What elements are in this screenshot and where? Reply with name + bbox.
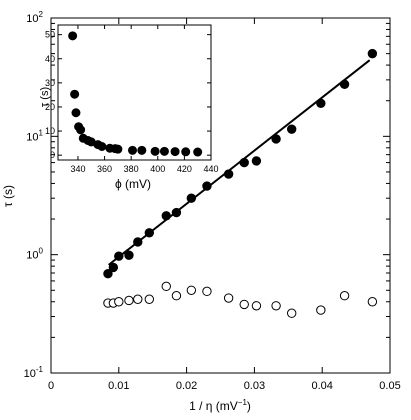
- inset-data-point: [150, 146, 160, 156]
- main-filled-data-point: [171, 207, 182, 218]
- main-plot-frame: [50, 17, 391, 374]
- main-x-axis-label-close: ): [247, 399, 251, 413]
- main-filled-data-point: [339, 79, 350, 90]
- main-x-tick-label: 0.05: [379, 380, 400, 392]
- main-filled-data-point: [223, 169, 234, 179]
- inset-x-tick-label: 440: [203, 164, 218, 174]
- main-open-data-point: [171, 291, 182, 301]
- main-x-axis-label-sup: −1: [238, 398, 248, 407]
- main-open-data-point: [367, 297, 378, 307]
- main-filled-data-point: [186, 193, 197, 203]
- main-filled-data-point: [133, 237, 143, 247]
- inset-data-point: [159, 146, 169, 156]
- main-filled-data-point: [114, 251, 124, 261]
- main-y-tick-label: 102: [26, 10, 43, 25]
- inset-y-axis-label: τ (s): [39, 87, 51, 107]
- main-filled-data-point: [108, 262, 119, 273]
- inset-data-point: [71, 108, 81, 118]
- main-open-data-point: [316, 305, 326, 315]
- main-filled-data-point: [271, 134, 281, 144]
- main-open-data-point: [271, 301, 281, 311]
- inset-data-point: [181, 147, 191, 157]
- main-y-tick-label-base: 10: [26, 131, 38, 143]
- inset-y-ticks: 0 10 20 30 40 50: [45, 30, 211, 160]
- main-y-tick-label: 10-1: [24, 365, 44, 380]
- main-y-tick-label-exp: -1: [36, 365, 44, 374]
- inset-y-tick-label: 10: [45, 126, 55, 136]
- inset-data-point: [113, 144, 123, 154]
- inset-data-point: [76, 125, 86, 135]
- main-filled-data-point: [161, 211, 171, 221]
- main-open-data-point: [239, 299, 249, 310]
- inset-series-group: [68, 31, 203, 157]
- main-open-data-point: [114, 297, 124, 307]
- inset-y-tick-label: 20: [45, 102, 55, 112]
- main-x-ticks: 0 0.01 0.02 0.03 0.04 0.05: [48, 18, 401, 392]
- main-filled-data-point: [316, 98, 326, 109]
- main-y-tick-label-base: 10: [24, 368, 36, 380]
- inset-data-point: [137, 145, 147, 155]
- main-x-tick-label: 0.02: [176, 380, 197, 392]
- main-x-axis-label-text: 1 / η (mV: [189, 399, 238, 413]
- main-filled-data-point: [239, 157, 249, 168]
- inset-data-point: [68, 31, 78, 41]
- main-open-data-point: [251, 301, 262, 311]
- main-filled-data-point: [286, 124, 297, 134]
- inset-y-tick-label: 30: [45, 78, 55, 88]
- main-open-data-point: [124, 295, 134, 306]
- main-series-group: [103, 48, 378, 318]
- inset-x-tick-label: 360: [97, 164, 112, 174]
- inset-x-axis-label: ϕ (mV): [115, 177, 151, 191]
- main-filled-data-point: [103, 269, 113, 279]
- main-open-data-point: [339, 291, 350, 301]
- inset-y-tick-label: 40: [45, 54, 55, 64]
- main-y-axis-label: τ (s): [1, 185, 15, 207]
- main-filled-data-point: [367, 48, 378, 59]
- main-open-data-point: [202, 286, 212, 297]
- main-x-tick-label: 0.01: [108, 380, 129, 392]
- main-open-data-point: [161, 281, 171, 292]
- inset-y-tick-label: 0: [50, 150, 55, 160]
- main-y-tick-label: 101: [26, 128, 43, 143]
- inset-data-point: [128, 145, 138, 155]
- inset-data-point: [70, 89, 80, 99]
- main-open-data-point: [223, 293, 234, 303]
- inset-x-tick-label: 340: [70, 164, 85, 174]
- inset-data-point: [170, 147, 180, 157]
- main-open-data-point: [286, 308, 297, 318]
- main-y-tick-label-exp: 1: [39, 128, 44, 137]
- main-x-tick-label: 0.03: [244, 380, 265, 392]
- main-y-tick-label: 100: [26, 247, 43, 262]
- main-x-tick-label: 0: [48, 380, 54, 392]
- main-y-tick-label-base: 10: [26, 250, 38, 262]
- main-y-tick-label-exp: 2: [39, 10, 44, 19]
- inset-panel: 340 360 380 400 420 440 0 10 20 30 40 50 ϕ (mV) τ …: [39, 24, 219, 191]
- inset-y-tick-label: 50: [45, 30, 55, 40]
- inset-data-point: [97, 142, 107, 151]
- main-filled-data-point: [124, 250, 134, 260]
- main-open-data-point: [133, 294, 143, 304]
- inset-x-tick-label: 400: [150, 164, 165, 174]
- main-x-axis-label: 1 / η (mV−1): [189, 398, 251, 413]
- main-filled-data-point: [202, 181, 212, 191]
- main-y-tick-label-exp: 0: [39, 247, 44, 256]
- inset-x-tick-label: 380: [124, 164, 139, 174]
- main-y-tick-label-base: 10: [26, 13, 38, 25]
- inset-data-point: [193, 147, 203, 157]
- main-filled-data-point: [144, 228, 155, 238]
- inset-x-ticks: 340 360 380 400 420 440: [70, 25, 219, 174]
- inset-x-tick-label: 420: [177, 164, 192, 174]
- main-filled-data-point: [251, 156, 262, 166]
- main-open-data-point: [186, 285, 197, 295]
- main-x-tick-label: 0.04: [311, 380, 332, 392]
- main-open-data-point: [144, 294, 155, 304]
